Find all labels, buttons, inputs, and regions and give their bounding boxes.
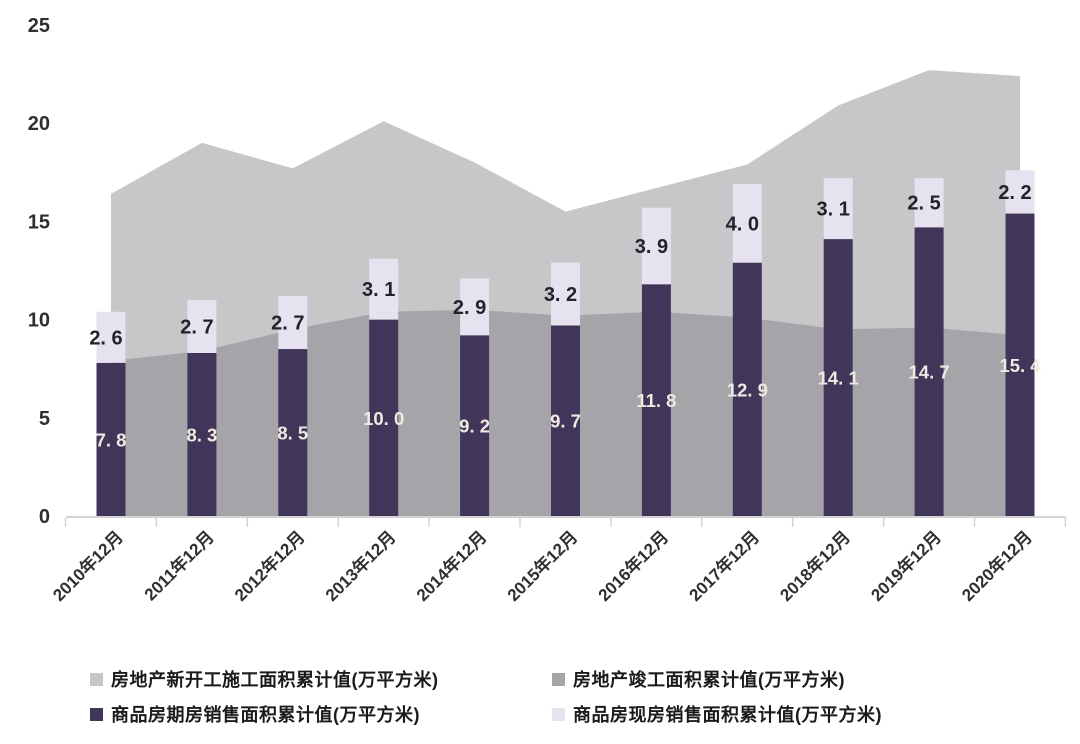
bar-segment-series0-cat8 bbox=[823, 239, 853, 517]
value-label-presale-6: 11. 8 bbox=[636, 390, 676, 411]
bar-segment-series0-cat6 bbox=[641, 284, 671, 516]
legend-swatch-icon bbox=[552, 707, 565, 721]
bar-segment-series0-cat7 bbox=[732, 262, 762, 516]
bar-segment-series1-cat3 bbox=[369, 258, 399, 320]
legend-item-2: 商品房期房销售面积累计值(万平方米) bbox=[90, 701, 552, 727]
value-label-existing-8: 3. 1 bbox=[817, 199, 850, 221]
chart-legend: 房地产新开工施工面积累计值(万平方米) 房地产竣工面积累计值(万平方米) 商品房期房… bbox=[90, 666, 882, 727]
x-axis-label-7: 2017年12月 bbox=[685, 527, 763, 605]
value-label-presale-4: 9. 2 bbox=[459, 416, 490, 437]
x-axis-label-3: 2013年12月 bbox=[321, 527, 399, 605]
value-label-existing-1: 2. 7 bbox=[180, 316, 213, 338]
legend-item-3: 商品房现房销售面积累计值(万平方米) bbox=[552, 701, 882, 727]
bar-segment-series0-cat2 bbox=[278, 349, 308, 516]
legend-swatch-icon bbox=[90, 707, 103, 721]
legend-item-1: 房地产竣工面积累计值(万平方米) bbox=[552, 666, 882, 692]
bar-segment-series0-cat1 bbox=[187, 352, 217, 516]
bar-segment-series1-cat10 bbox=[1005, 170, 1035, 214]
y-axis-label-0: 0 bbox=[39, 506, 50, 528]
bar-segment-series0-cat0 bbox=[96, 362, 126, 516]
bar-segment-series0-cat5 bbox=[551, 325, 580, 516]
y-axis-label-15: 15 bbox=[28, 211, 50, 233]
value-label-existing-9: 2. 5 bbox=[907, 193, 940, 215]
x-axis-label-1: 2011年12月 bbox=[140, 527, 218, 605]
value-label-existing-2: 2. 7 bbox=[271, 313, 304, 335]
y-axis-label-25: 25 bbox=[28, 15, 50, 37]
x-axis-label-6: 2016年12月 bbox=[594, 527, 672, 605]
x-axis-label-5: 2015年12月 bbox=[503, 527, 581, 605]
bar-segment-series1-cat9 bbox=[914, 178, 944, 228]
bar-segment-series1-cat0 bbox=[96, 311, 126, 363]
bar-segment-series0-cat4 bbox=[460, 335, 490, 516]
value-label-existing-0: 2. 6 bbox=[89, 327, 122, 349]
value-label-presale-2: 8. 5 bbox=[277, 423, 308, 444]
bar-segment-series0-cat10 bbox=[1005, 213, 1035, 516]
y-axis-label-5: 5 bbox=[39, 408, 50, 430]
value-label-presale-9: 14. 7 bbox=[909, 362, 950, 383]
chart-canvas: 7. 8 2. 6 8. 3 2. 7 8. 5 2. 7 10. 0 3. 1 9. 2 2. … bbox=[28, 15, 1067, 605]
value-label-presale-0: 7. 8 bbox=[96, 429, 127, 450]
value-label-presale-5: 9. 7 bbox=[550, 411, 581, 432]
legend-swatch-icon bbox=[552, 672, 565, 686]
legend-label: 商品房期房销售面积累计值(万平方米) bbox=[111, 705, 420, 725]
x-axis-label-2: 2012年12月 bbox=[230, 527, 308, 605]
x-axis-label-4: 2014年12月 bbox=[412, 527, 490, 605]
value-label-existing-3: 3. 1 bbox=[362, 279, 395, 301]
value-label-existing-4: 2. 9 bbox=[453, 297, 486, 319]
bar-segment-series0-cat3 bbox=[369, 319, 399, 516]
y-axis-label-20: 20 bbox=[28, 113, 50, 135]
legend-item-0: 房地产新开工施工面积累计值(万平方米) bbox=[90, 666, 552, 692]
value-label-existing-10: 2. 2 bbox=[998, 182, 1031, 204]
bar-segment-series1-cat4 bbox=[460, 278, 490, 336]
value-label-existing-5: 3. 2 bbox=[544, 284, 577, 306]
value-label-presale-8: 14. 1 bbox=[818, 368, 859, 389]
value-label-presale-3: 10. 0 bbox=[363, 408, 404, 429]
x-axis-label-0: 2010年12月 bbox=[49, 527, 127, 605]
bar-segment-series1-cat8 bbox=[823, 178, 853, 240]
value-label-existing-7: 4. 0 bbox=[726, 213, 759, 235]
x-axis-label-8: 2018年12月 bbox=[776, 527, 854, 605]
bar-segment-series1-cat5 bbox=[551, 262, 580, 326]
x-axis-label-9: 2019年12月 bbox=[867, 527, 945, 605]
bar-segment-series1-cat6 bbox=[641, 207, 671, 285]
y-axis-label-10: 10 bbox=[28, 310, 50, 332]
bar-segment-series0-cat9 bbox=[914, 227, 944, 517]
legend-label: 房地产新开工施工面积累计值(万平方米) bbox=[111, 670, 439, 690]
value-label-presale-1: 8. 3 bbox=[186, 424, 217, 445]
x-axis-label-10: 2020年12月 bbox=[958, 527, 1036, 605]
value-label-presale-10: 15. 4 bbox=[999, 355, 1041, 376]
legend-label: 房地产竣工面积累计值(万平方米) bbox=[573, 670, 845, 690]
bar-segment-series1-cat7 bbox=[732, 184, 762, 263]
bar-segment-series1-cat1 bbox=[187, 299, 217, 353]
legend-label: 商品房现房销售面积累计值(万平方米) bbox=[573, 705, 882, 725]
legend-swatch-icon bbox=[90, 672, 103, 686]
value-label-presale-7: 12. 9 bbox=[727, 379, 768, 400]
value-label-existing-6: 3. 9 bbox=[635, 236, 668, 258]
bar-segment-series1-cat2 bbox=[278, 296, 308, 350]
